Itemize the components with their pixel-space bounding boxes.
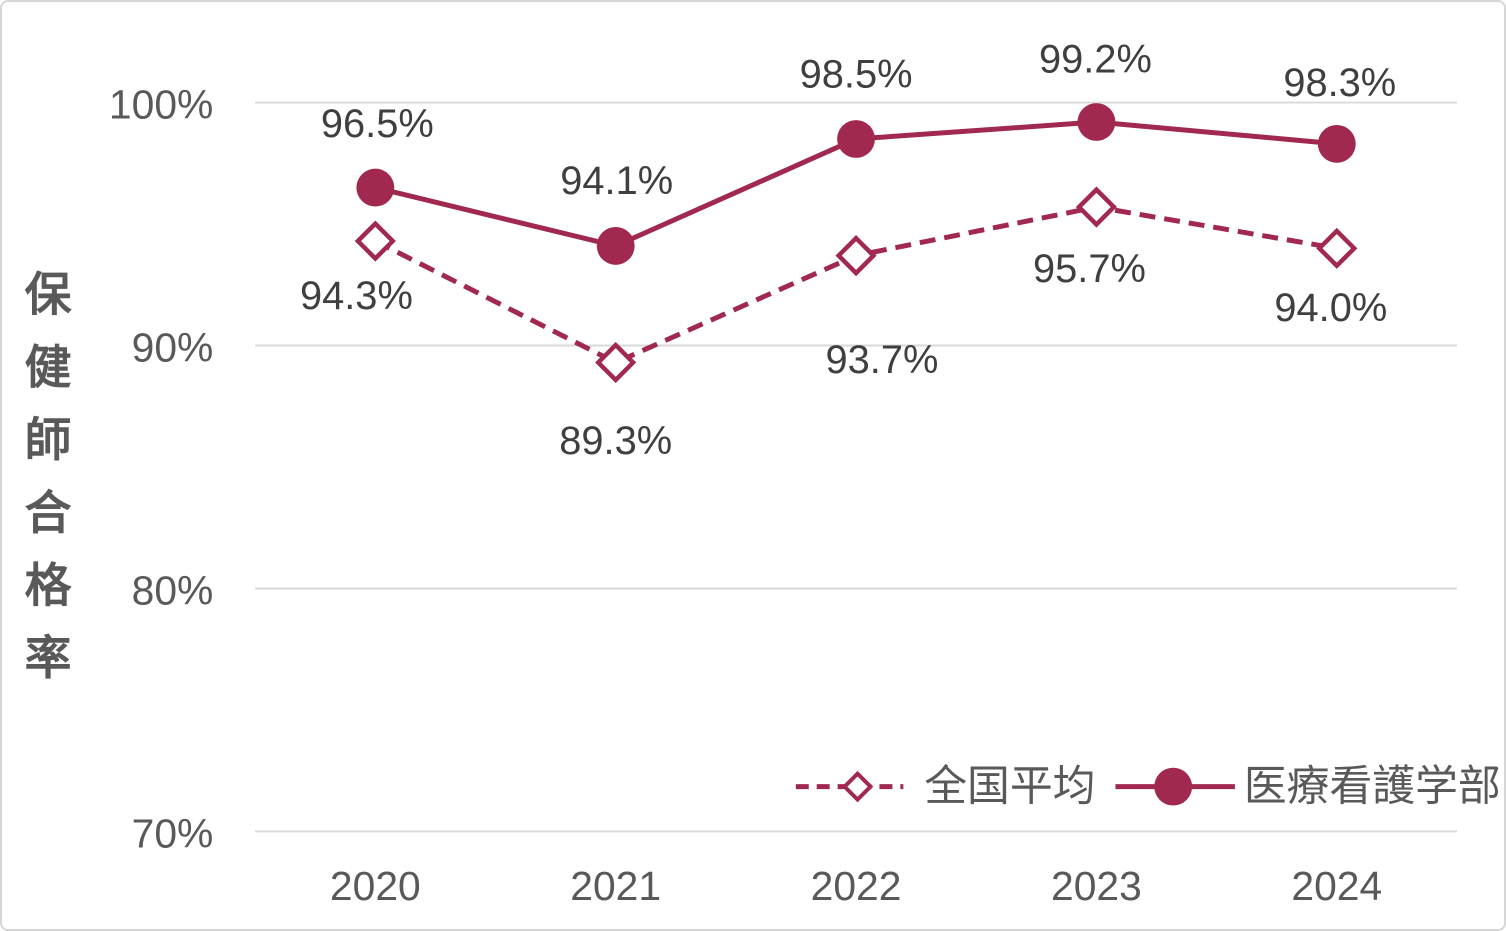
legend-circle-marker	[1154, 767, 1193, 806]
y-tick-label: 80%	[132, 567, 214, 613]
data-label: 93.7%	[825, 338, 938, 382]
y-axis-title-char: 師	[25, 414, 72, 466]
legend-diamond-marker	[841, 770, 874, 803]
data-point-diamond	[1075, 186, 1118, 228]
data-label: 98.3%	[1283, 61, 1396, 105]
y-axis-title-char: 保	[25, 269, 73, 321]
y-tick-label: 90%	[132, 325, 214, 371]
legend-label: 全国平均	[924, 763, 1095, 811]
x-tick-label: 2021	[570, 863, 661, 909]
x-tick-label: 2023	[1051, 863, 1142, 909]
legend: 全国平均 医療看護学部	[795, 763, 1501, 811]
data-point-circle	[1317, 124, 1356, 163]
legend-item: 医療看護学部	[1115, 763, 1501, 811]
data-label: 94.3%	[300, 274, 413, 318]
data-label: 98.5%	[800, 52, 913, 96]
data-label: 89.3%	[559, 419, 672, 463]
y-axis-title-char: 合	[25, 487, 72, 539]
data-point-diamond	[835, 235, 877, 277]
data-point-circle	[596, 226, 635, 265]
data-label: 96.5%	[321, 102, 434, 146]
data-label: 94.0%	[1274, 286, 1387, 330]
y-axis-title-char: 健	[25, 341, 72, 393]
legend-item: 全国平均	[795, 763, 1095, 811]
data-point-diamond	[354, 220, 396, 262]
data-label: 94.1%	[560, 159, 673, 203]
x-tick-label: 2020	[330, 863, 421, 909]
y-axis-title-char: 率	[25, 632, 72, 684]
data-label: 95.7%	[1033, 247, 1146, 291]
data-label: 99.2%	[1039, 37, 1152, 81]
x-tick-label: 2024	[1291, 863, 1382, 909]
data-point-diamond	[1316, 227, 1358, 269]
data-point-circle	[837, 120, 875, 158]
data-point-circle	[1077, 103, 1116, 141]
y-tick-label: 100%	[109, 82, 213, 128]
legend-label: 医療看護学部	[1244, 763, 1501, 811]
x-tick-label: 2022	[811, 863, 902, 909]
y-axis-title-char: 格	[25, 559, 73, 611]
data-point-circle	[356, 168, 395, 207]
y-tick-label: 70%	[132, 810, 214, 856]
data-point-diamond	[595, 341, 637, 384]
